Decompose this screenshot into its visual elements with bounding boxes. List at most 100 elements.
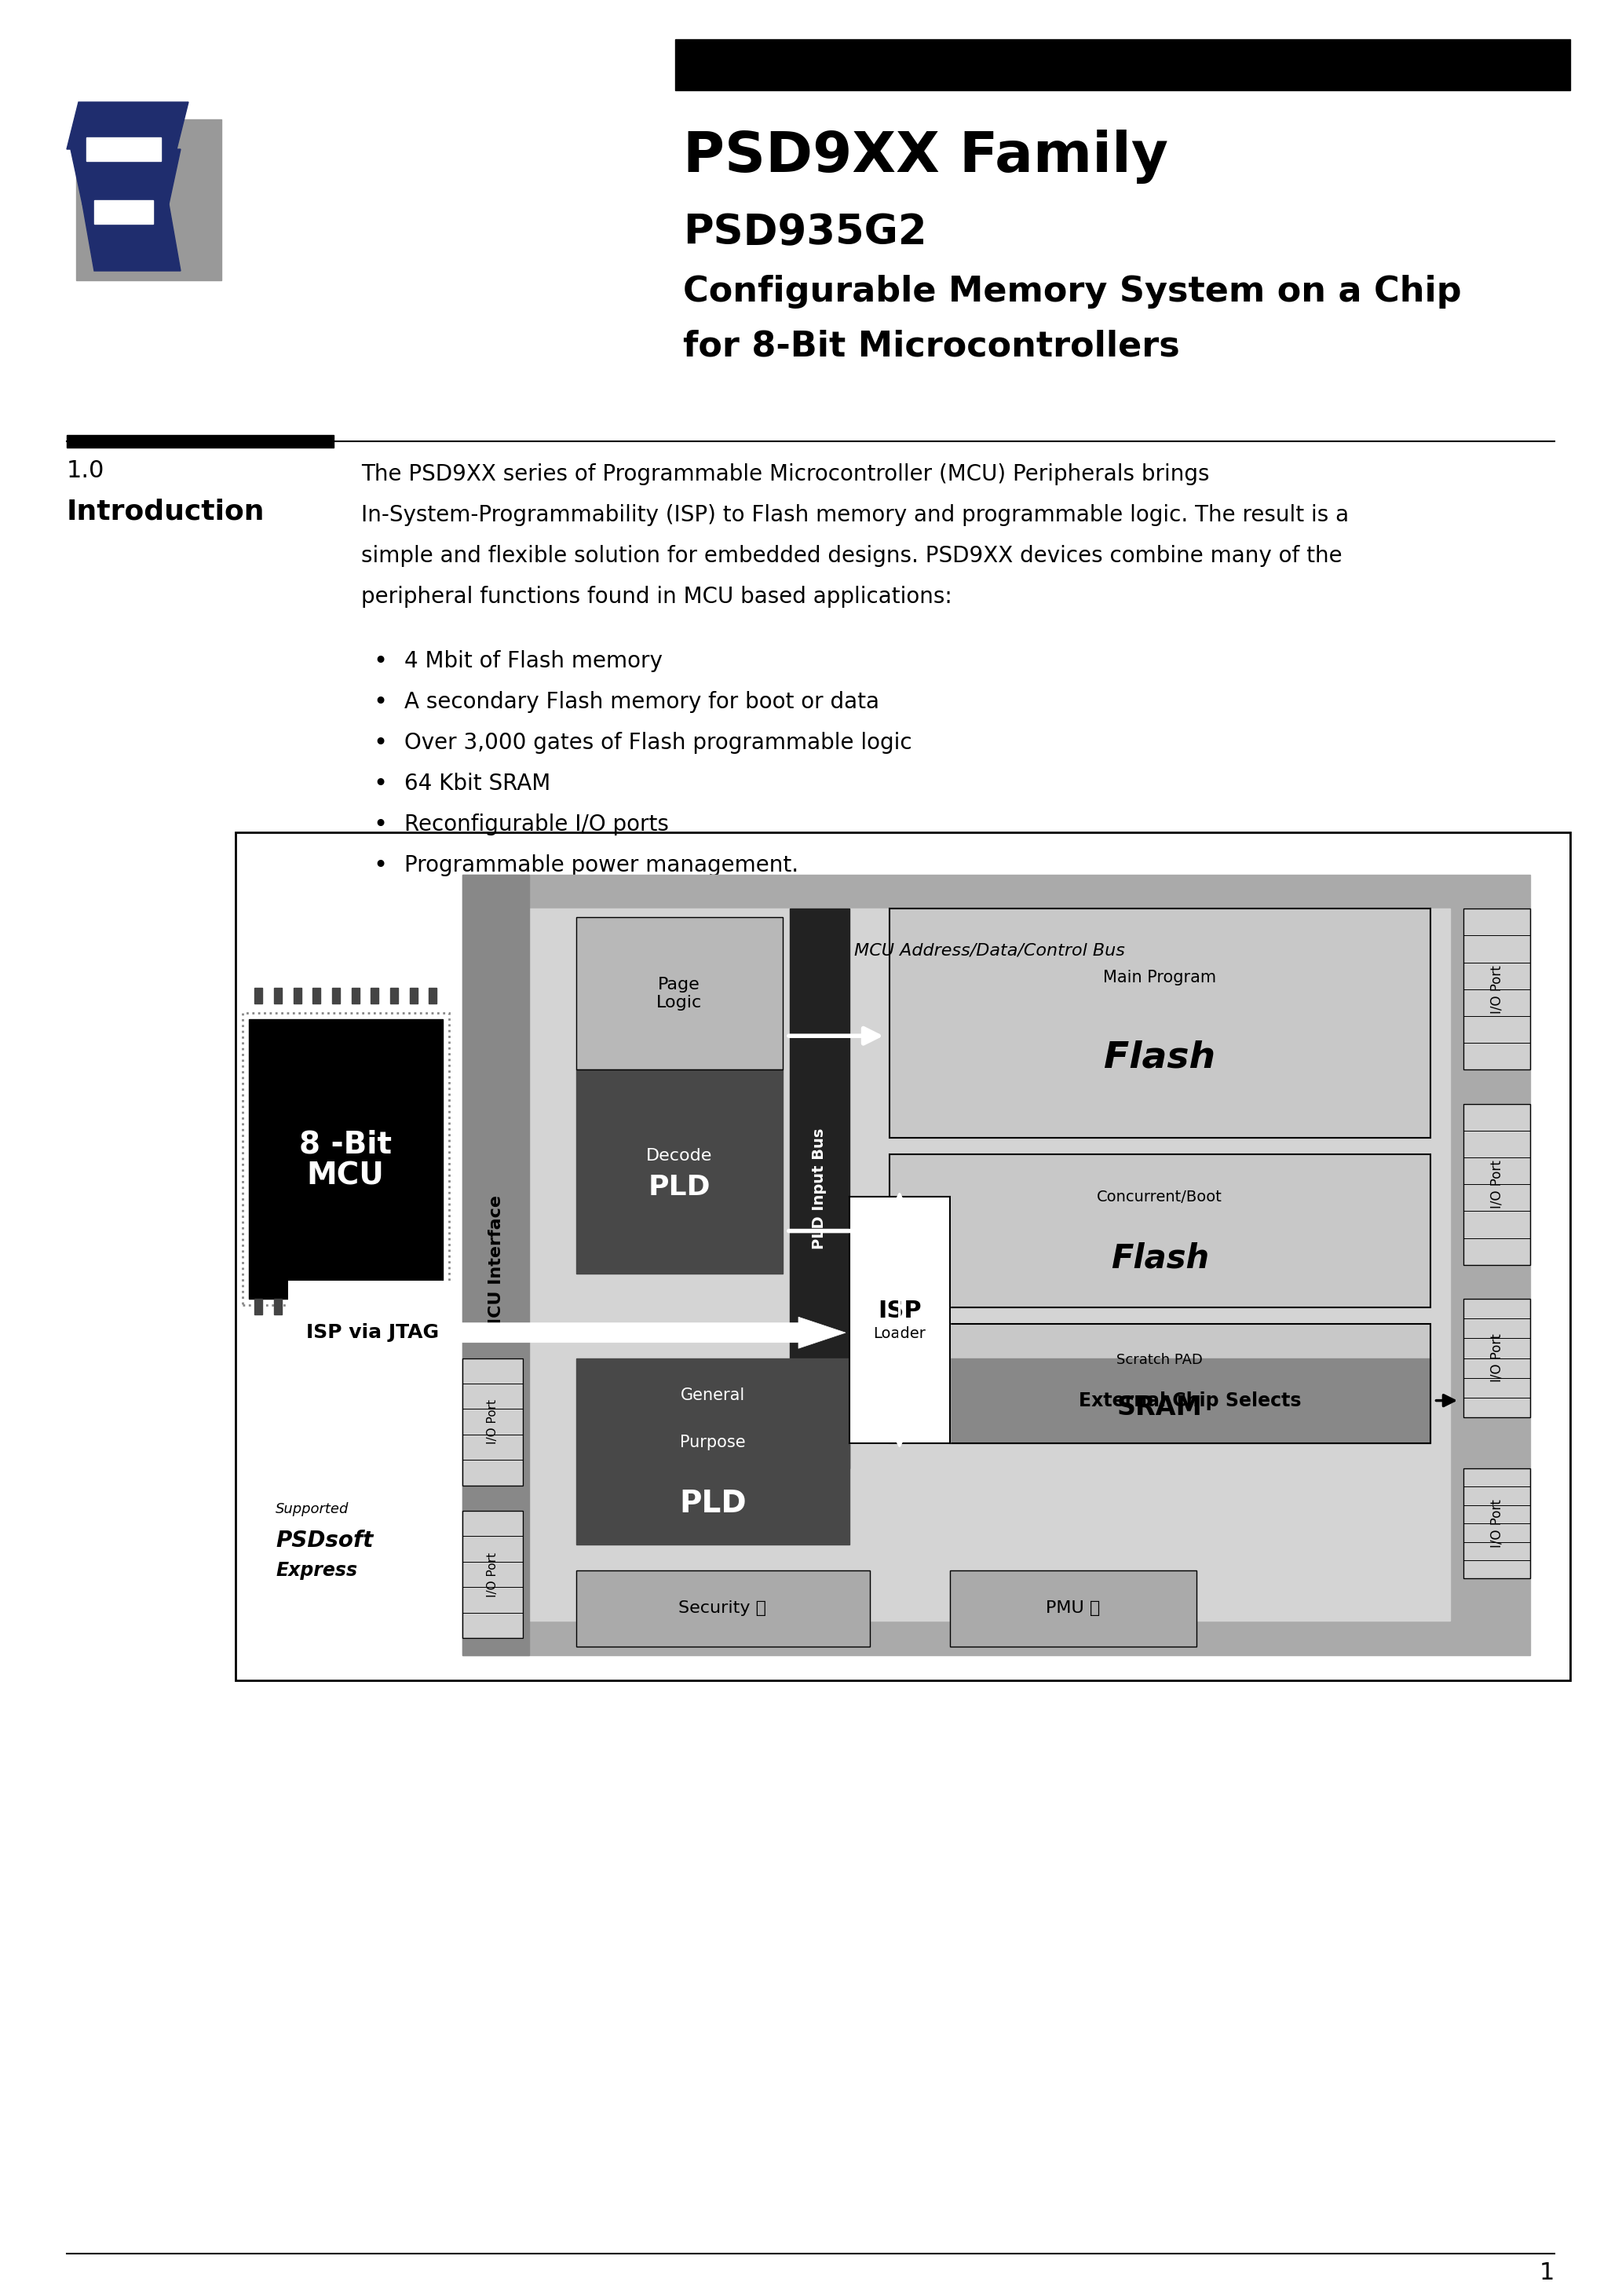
- Text: 1: 1: [1539, 2262, 1554, 2285]
- Text: I/O Port: I/O Port: [1489, 1159, 1504, 1208]
- Bar: [235, 833, 1570, 1681]
- Text: •: •: [373, 691, 388, 714]
- Text: MCU Address/Data/Control Bus: MCU Address/Data/Control Bus: [855, 944, 1126, 957]
- Bar: [576, 916, 783, 1070]
- Text: •: •: [373, 813, 388, 836]
- Text: General: General: [680, 1387, 744, 1403]
- Text: •: •: [373, 650, 388, 673]
- Text: Concurrent/Boot: Concurrent/Boot: [1096, 1189, 1223, 1205]
- Polygon shape: [71, 149, 180, 204]
- Bar: [889, 1325, 1431, 1442]
- Bar: [462, 1511, 522, 1637]
- Bar: [1463, 1469, 1530, 1580]
- Bar: [462, 875, 1530, 1655]
- Text: Over 3,000 gates of Flash programmable logic: Over 3,000 gates of Flash programmable l…: [404, 732, 912, 753]
- Bar: [462, 875, 529, 1655]
- Text: Main Program: Main Program: [1103, 969, 1216, 985]
- Bar: [576, 1570, 869, 1646]
- Text: MCU Interface: MCU Interface: [488, 1194, 504, 1334]
- Bar: [576, 1359, 850, 1545]
- Bar: [313, 1300, 321, 1316]
- Bar: [391, 1300, 397, 1316]
- Bar: [76, 119, 221, 280]
- Text: PSD9XX Family: PSD9XX Family: [683, 129, 1168, 184]
- Text: 64 Kbit SRAM: 64 Kbit SRAM: [404, 774, 550, 794]
- Bar: [428, 987, 436, 1003]
- Bar: [289, 1281, 456, 1384]
- Bar: [576, 1070, 783, 1274]
- Text: •: •: [373, 774, 388, 794]
- Text: PSDsoft: PSDsoft: [276, 1529, 373, 1552]
- Bar: [850, 1196, 949, 1442]
- Bar: [889, 1155, 1431, 1306]
- Text: Scratch PAD: Scratch PAD: [1116, 1352, 1204, 1366]
- Bar: [462, 1359, 522, 1486]
- Text: Supported: Supported: [276, 1502, 349, 1515]
- Bar: [86, 138, 161, 161]
- Bar: [391, 987, 397, 1003]
- Text: External Chip Selects: External Chip Selects: [1079, 1391, 1301, 1410]
- Text: PLD Input Bus: PLD Input Bus: [813, 1127, 827, 1249]
- Polygon shape: [83, 204, 180, 271]
- Text: I/O Port: I/O Port: [1489, 1334, 1504, 1382]
- Text: 4 Mbit of Flash memory: 4 Mbit of Flash memory: [404, 650, 662, 673]
- Text: In-System-Programmability (ISP) to Flash memory and programmable logic. The resu: In-System-Programmability (ISP) to Flash…: [362, 505, 1350, 526]
- Bar: [949, 1570, 1197, 1646]
- Text: Programmable power management.: Programmable power management.: [404, 854, 798, 877]
- Text: MCU: MCU: [307, 1162, 384, 1192]
- Bar: [294, 1300, 302, 1316]
- Bar: [889, 909, 1431, 1137]
- Bar: [1463, 1300, 1530, 1417]
- Bar: [409, 987, 417, 1003]
- Bar: [67, 434, 334, 448]
- Bar: [294, 987, 302, 1003]
- Text: Decode: Decode: [646, 1148, 712, 1164]
- Bar: [274, 1300, 282, 1316]
- Bar: [255, 987, 263, 1003]
- Bar: [274, 987, 282, 1003]
- Bar: [352, 1300, 358, 1316]
- Text: Flash: Flash: [1111, 1242, 1208, 1274]
- Text: 1.0: 1.0: [67, 459, 105, 482]
- Bar: [576, 1570, 869, 1646]
- Polygon shape: [456, 1318, 845, 1348]
- Text: SRAM: SRAM: [1118, 1394, 1202, 1421]
- Bar: [289, 1300, 329, 1384]
- Text: •: •: [373, 732, 388, 755]
- Text: Introduction: Introduction: [67, 498, 264, 526]
- Bar: [889, 909, 1431, 1137]
- Polygon shape: [67, 101, 188, 149]
- Text: I/O Port: I/O Port: [487, 1398, 498, 1444]
- Text: peripheral functions found in MCU based applications:: peripheral functions found in MCU based …: [362, 585, 952, 608]
- Bar: [313, 987, 321, 1003]
- Text: Reconfigurable I/O ports: Reconfigurable I/O ports: [404, 813, 668, 836]
- Bar: [889, 1325, 1431, 1442]
- Text: PLD: PLD: [649, 1173, 710, 1201]
- Bar: [1463, 1469, 1530, 1580]
- Bar: [949, 1570, 1197, 1646]
- Bar: [1463, 1300, 1530, 1417]
- Bar: [675, 39, 1570, 90]
- Text: for 8-Bit Microcontrollers: for 8-Bit Microcontrollers: [683, 331, 1179, 363]
- Bar: [462, 1511, 522, 1637]
- Bar: [255, 1300, 263, 1316]
- Bar: [1463, 909, 1530, 1070]
- Text: simple and flexible solution for embedded designs. PSD9XX devices combine many o: simple and flexible solution for embedde…: [362, 544, 1343, 567]
- Text: Loader: Loader: [873, 1327, 926, 1341]
- Bar: [352, 987, 358, 1003]
- Bar: [333, 987, 341, 1003]
- Text: I/O Port: I/O Port: [1489, 1499, 1504, 1548]
- Bar: [235, 833, 1570, 1681]
- Text: I/O Port: I/O Port: [487, 1552, 498, 1596]
- Bar: [949, 1359, 1431, 1442]
- Text: PMU 🛢: PMU 🛢: [1046, 1600, 1100, 1616]
- Text: Flash: Flash: [1105, 1040, 1215, 1075]
- Text: Security 🔒: Security 🔒: [678, 1600, 767, 1616]
- Text: ISP: ISP: [878, 1300, 921, 1322]
- Bar: [333, 1300, 341, 1316]
- Text: The PSD9XX series of Programmable Microcontroller (MCU) Peripherals brings: The PSD9XX series of Programmable Microc…: [362, 464, 1210, 484]
- Text: Purpose: Purpose: [680, 1435, 746, 1451]
- Bar: [243, 1013, 449, 1304]
- Bar: [94, 200, 152, 223]
- Text: 8 -Bit: 8 -Bit: [300, 1130, 393, 1159]
